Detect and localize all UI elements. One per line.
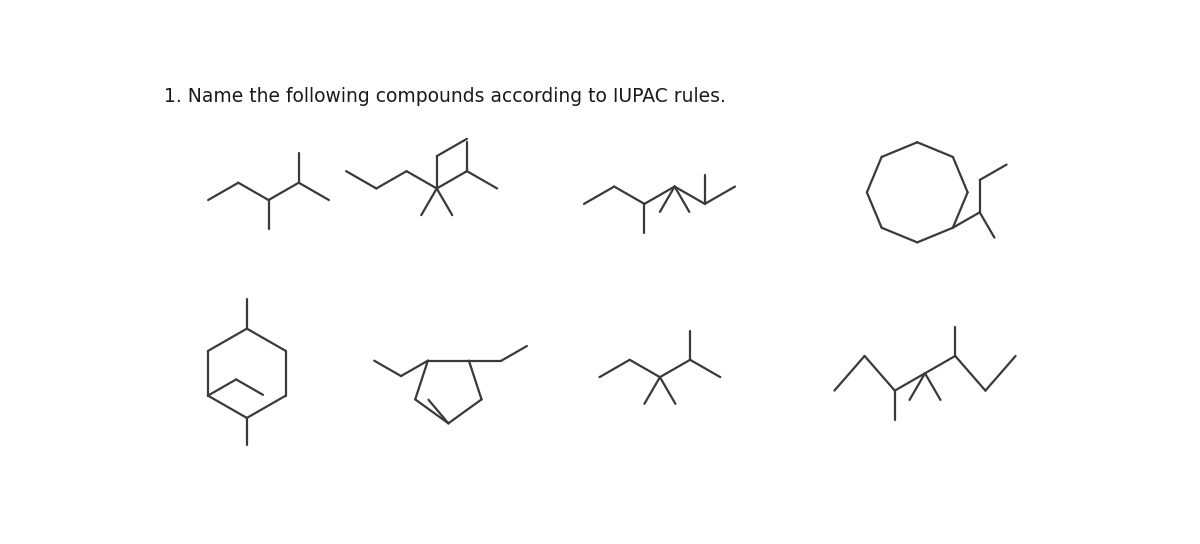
Text: 1. Name the following compounds according to IUPAC rules.: 1. Name the following compounds accordin… [164, 87, 726, 106]
